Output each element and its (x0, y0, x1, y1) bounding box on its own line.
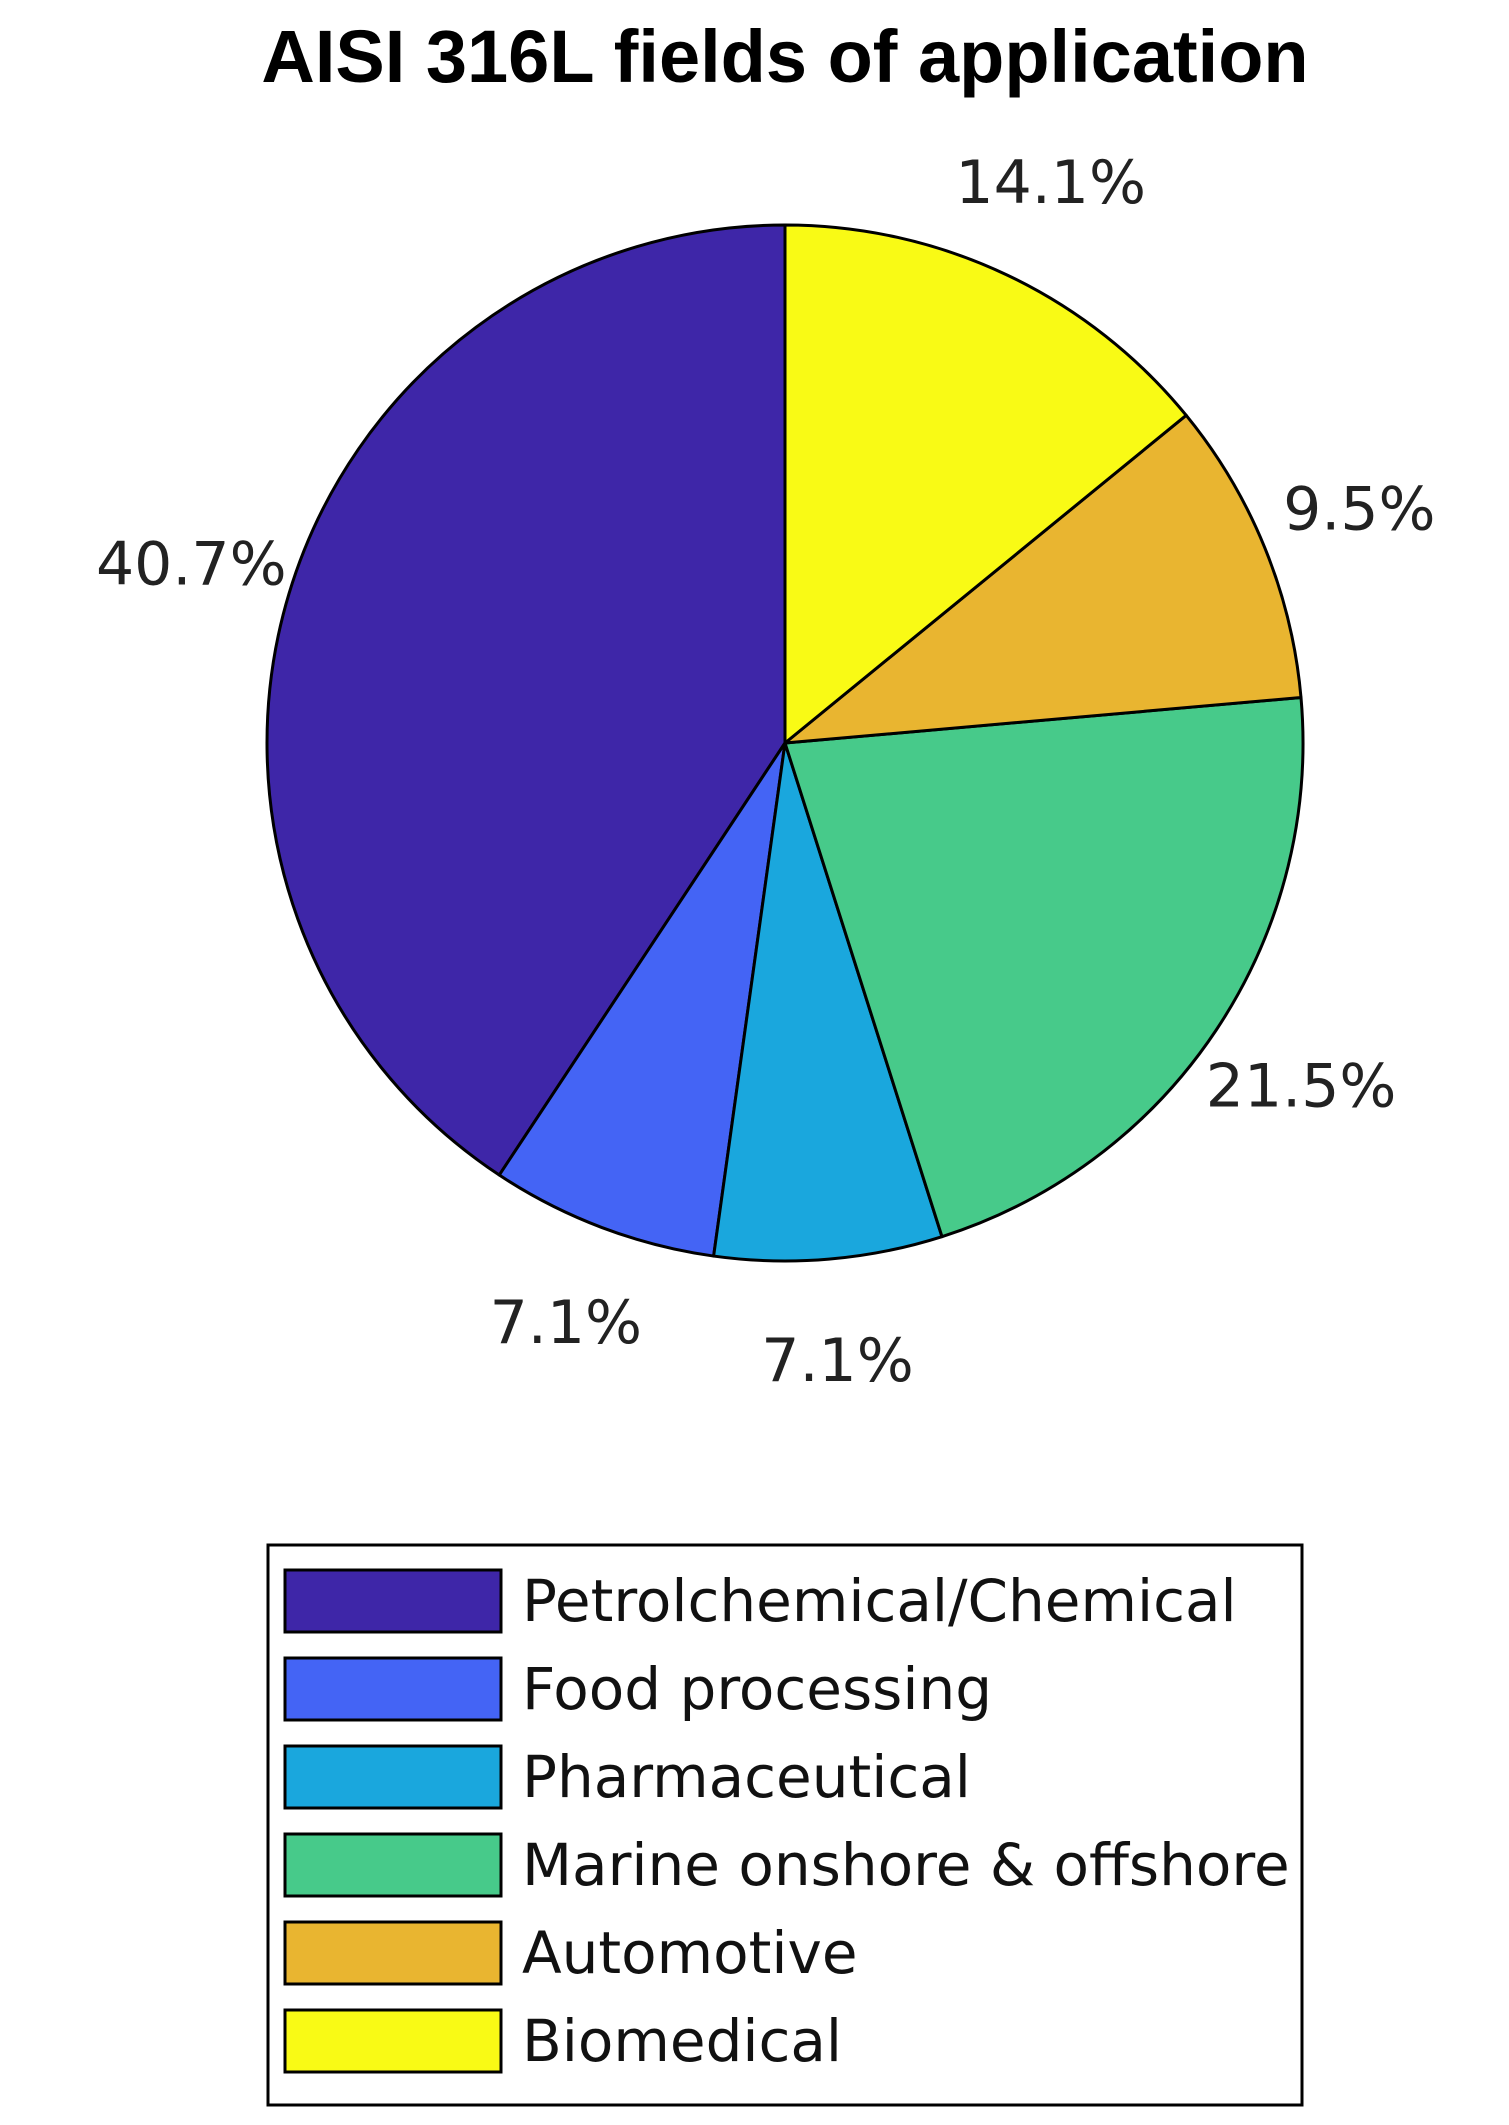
pie-slice-3 (783, 695, 1305, 1239)
legend-swatch-3 (283, 1832, 503, 1898)
legend-label-5: Biomedical (522, 2007, 842, 2075)
pie-slice-4 (783, 413, 1303, 745)
pie-slices (265, 223, 1305, 1263)
legend-label-4: Automotive (522, 1919, 858, 1987)
pie-percent-labels: 40.7% 7.1% 7.1% 21.5% 9.5% 14.1% (96, 148, 1436, 1396)
chart-title: AISI 316L fields of application (261, 15, 1308, 98)
pie-slice-1 (497, 741, 787, 1258)
pie-slice-label-2: 7.1% (761, 1326, 913, 1396)
legend-label-1: Food processing (522, 1655, 992, 1723)
legend-swatch-0 (283, 1568, 503, 1634)
pie-slice-2 (712, 741, 944, 1263)
legend-swatch-1 (283, 1656, 503, 1722)
legend-label-2: Pharmaceutical (522, 1743, 971, 1811)
legend: Petrolchemical/Chemical Food processing Ph… (266, 1543, 1304, 2107)
pie-slice-label-5: 14.1% (955, 148, 1146, 218)
pie-slice-label-0: 40.7% (96, 529, 287, 599)
pie-slice-label-1: 7.1% (490, 1288, 642, 1358)
legend-label-0: Petrolchemical/Chemical (522, 1567, 1237, 1635)
legend-label-3: Marine onshore & offshore (522, 1831, 1290, 1899)
pie-slice-label-3: 21.5% (1206, 1052, 1397, 1122)
pie-slice-5 (783, 223, 1188, 745)
legend-swatch-2 (283, 1744, 503, 1810)
legend-swatch-5 (283, 2008, 503, 2074)
legend-swatch-4 (283, 1920, 503, 1986)
pie-slice-label-4: 9.5% (1283, 474, 1435, 544)
